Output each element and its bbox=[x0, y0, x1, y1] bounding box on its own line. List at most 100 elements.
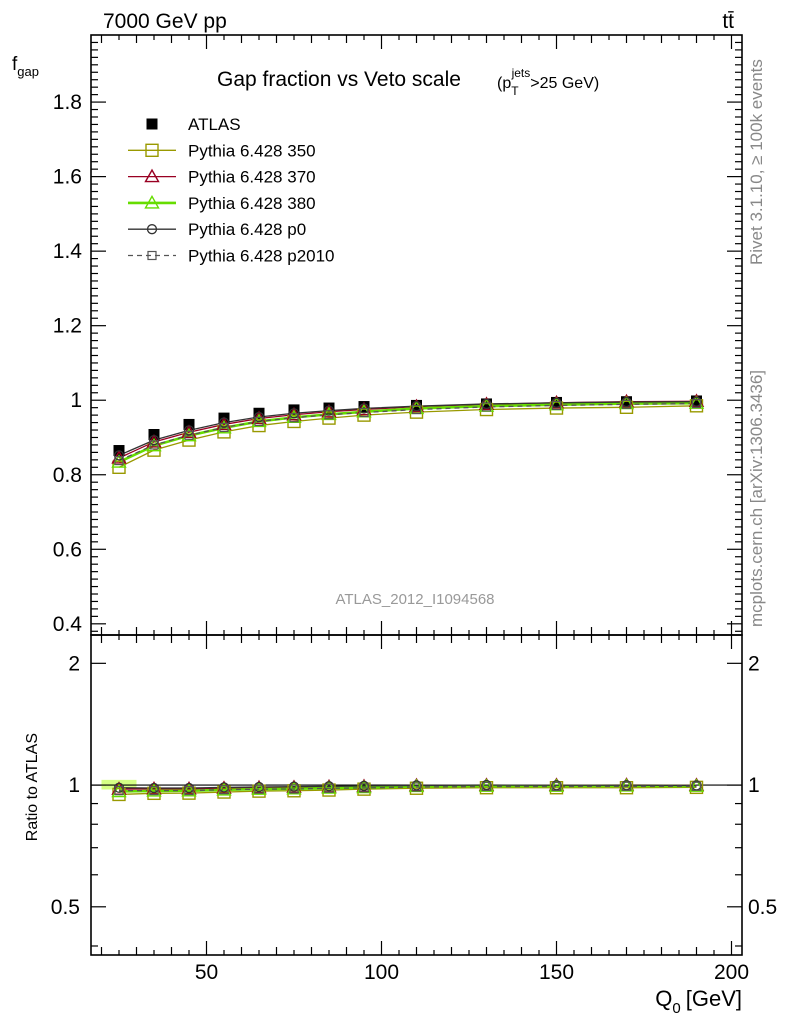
x-tick-label: 100 bbox=[364, 961, 399, 984]
series-5-point bbox=[114, 455, 124, 466]
analysis-watermark: ATLAS_2012_I1094568 bbox=[335, 591, 494, 608]
title-cut-sup: jets bbox=[511, 66, 531, 80]
legend-marker bbox=[147, 250, 157, 261]
legend-marker bbox=[145, 143, 159, 158]
mcplots-label: mcplots.cern.ch [arXiv:1306.3436] bbox=[747, 370, 766, 627]
series-5-ratio-point bbox=[289, 784, 299, 794]
x-tick-label: 150 bbox=[539, 961, 574, 984]
y-tick-label: 1.4 bbox=[53, 240, 83, 263]
series-5-point bbox=[254, 416, 264, 427]
series-5-ratio-point bbox=[411, 782, 422, 792]
series-5-ratio-point bbox=[551, 781, 562, 792]
series-4-point bbox=[148, 434, 160, 446]
series-5-ratio-point bbox=[254, 784, 264, 794]
y-tick-label: 0.8 bbox=[53, 464, 82, 487]
series-5-point bbox=[481, 402, 492, 412]
y-tick-label: 0.4 bbox=[53, 613, 83, 636]
ratio-tick-label-right: 0.5 bbox=[748, 896, 777, 919]
series-5-point bbox=[691, 398, 702, 409]
y-tick-label: 1.6 bbox=[53, 166, 82, 189]
series-4-point bbox=[113, 450, 125, 461]
y-tick-label: 1.2 bbox=[53, 315, 82, 338]
series-3-ratio-point bbox=[688, 778, 705, 792]
rivet-version-label: Rivet 3.1.10, ≥ 100k events bbox=[747, 59, 766, 265]
series-2-point bbox=[111, 450, 127, 464]
series-5-ratio-point bbox=[184, 785, 194, 796]
series-3-ratio-point bbox=[286, 780, 302, 795]
chart-title-text: Gap fraction vs Veto scale bbox=[217, 68, 461, 91]
series-5-ratio-point bbox=[691, 781, 702, 791]
legend-marker bbox=[146, 224, 158, 235]
ratio-tick-label-right: 2 bbox=[748, 652, 760, 675]
series-3-ratio-point bbox=[251, 781, 267, 795]
series-4-ratio-line bbox=[118, 784, 697, 789]
series-3-ratio-point bbox=[618, 778, 635, 792]
x-axis-label-main: Q bbox=[655, 986, 672, 1011]
y-tick-label: 1.8 bbox=[53, 91, 82, 114]
series-5-ratio-point bbox=[621, 781, 632, 791]
series-5-ratio-point bbox=[359, 783, 369, 793]
chart-title-cut: (pTjets>25 GeV) bbox=[497, 66, 599, 98]
legend-marker bbox=[144, 168, 160, 183]
legend: ATLAS Pythia 6.428 350 Pythia 6.428 370 Pyt… bbox=[128, 115, 335, 266]
series-3-ratio-point bbox=[146, 783, 162, 797]
legend-entry: Pythia 6.428 350 bbox=[128, 141, 316, 160]
legend-label: Pythia 6.428 p2010 bbox=[188, 247, 335, 266]
series-5-point bbox=[411, 404, 422, 415]
legend-marker bbox=[146, 118, 158, 130]
series-5-ratio-point bbox=[481, 781, 492, 792]
series-3-ratio-point bbox=[478, 778, 495, 792]
y-axis-label-main: f bbox=[12, 54, 18, 75]
legend-entry: Pythia 6.428 p2010 bbox=[128, 247, 335, 266]
legend-label: ATLAS bbox=[188, 115, 241, 134]
series-3-point bbox=[688, 395, 705, 409]
ratio-y-axis-label: Ratio to ATLAS bbox=[24, 733, 41, 841]
series-5-ratio-point bbox=[324, 783, 334, 793]
series-5-ratio-point bbox=[219, 785, 229, 795]
legend-marker bbox=[144, 194, 160, 209]
ratio-tick-label: 2 bbox=[68, 652, 80, 675]
series-3-point bbox=[146, 437, 162, 452]
title-cut-sub: T bbox=[511, 84, 519, 98]
y-axis-label: fgap bbox=[12, 54, 39, 79]
series-1-ratio-point bbox=[549, 781, 564, 795]
ratio-tick-label: 1 bbox=[68, 774, 80, 797]
series-3-point bbox=[216, 419, 232, 434]
x-axis-label-sub: 0 bbox=[672, 1000, 680, 1017]
x-axis-label: Q0 [GeV] bbox=[655, 986, 742, 1017]
legend-label: Pythia 6.428 350 bbox=[188, 141, 316, 160]
y-tick-label: 0.6 bbox=[53, 538, 82, 561]
chart-title: Gap fraction vs Veto scale (pTjets>25 Ge… bbox=[217, 66, 599, 98]
series-5-point bbox=[149, 440, 159, 450]
series-3-point bbox=[181, 427, 197, 442]
x-tick-label: 200 bbox=[714, 961, 749, 984]
series-5-point bbox=[289, 413, 299, 423]
legend-label: Pythia 6.428 370 bbox=[188, 168, 316, 187]
header-process-label: tt̄ bbox=[722, 10, 734, 33]
legend-entry: Pythia 6.428 370 bbox=[128, 168, 316, 187]
series-2-point bbox=[478, 396, 495, 411]
series-5-point bbox=[359, 407, 369, 418]
ratio-tick-label-right: 1 bbox=[748, 774, 760, 797]
series-3-ratio-point bbox=[216, 781, 232, 796]
legend-entry: Pythia 6.428 380 bbox=[128, 194, 316, 213]
series-5-point bbox=[219, 422, 229, 433]
series-4-point bbox=[218, 417, 230, 428]
x-tick-label: 50 bbox=[195, 961, 218, 984]
title-cut-pre: (p bbox=[497, 75, 511, 92]
series-1-ratio-point bbox=[479, 781, 494, 795]
series-4-point bbox=[183, 425, 195, 436]
x-axis-label-unit: [GeV] bbox=[686, 986, 742, 1011]
series-0-point bbox=[691, 395, 702, 407]
series-3-ratio-point bbox=[321, 780, 337, 794]
series-5-point bbox=[324, 410, 334, 420]
series-1-ratio-point bbox=[409, 781, 424, 795]
series-3-point bbox=[111, 454, 127, 468]
y-tick-label: 1 bbox=[70, 389, 82, 412]
series-3-ratio-point bbox=[356, 779, 372, 794]
series-5-ratio-point bbox=[149, 785, 159, 796]
series-5-point bbox=[551, 400, 562, 411]
title-cut-post: >25 GeV) bbox=[530, 75, 599, 92]
ratio-tick-label: 0.5 bbox=[51, 896, 80, 919]
